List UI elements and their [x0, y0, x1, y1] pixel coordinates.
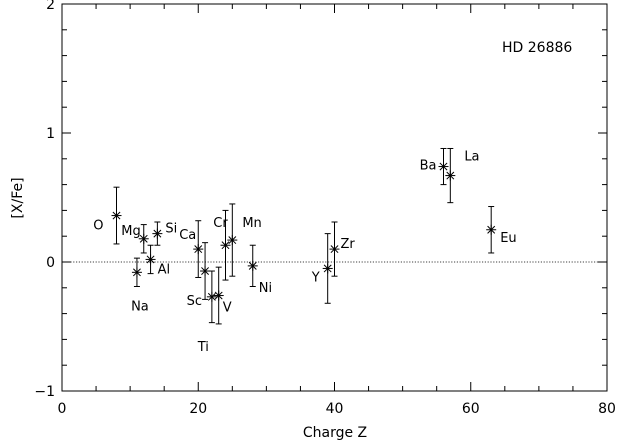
data-point-ca: Ca — [179, 220, 204, 278]
point-label: Zr — [341, 237, 356, 252]
marker-stroke — [214, 291, 223, 300]
data-point-sc: Sc — [187, 242, 211, 309]
point-label: Al — [158, 262, 171, 277]
data-point-zr: Zr — [329, 221, 356, 277]
data-point-y: Y — [311, 233, 333, 304]
point-label: Si — [165, 222, 177, 237]
point-label: Ca — [179, 228, 196, 243]
marker-stroke — [487, 225, 496, 234]
marker-stroke — [132, 268, 141, 277]
y-tick-label: 0 — [46, 255, 55, 271]
marker-stroke — [221, 241, 230, 250]
data-point-ti: Ti — [197, 270, 217, 355]
y-tick-label: 1 — [46, 126, 55, 142]
x-tick-label: 20 — [189, 401, 207, 417]
marker-stroke — [146, 255, 155, 264]
marker-stroke — [446, 171, 455, 180]
data-point-al: Al — [145, 244, 171, 277]
marker-stroke — [228, 236, 237, 245]
point-label: Ti — [197, 340, 209, 355]
point-label: Mn — [242, 216, 261, 231]
x-axis-label: Charge Z — [303, 425, 367, 441]
point-label: Eu — [500, 231, 516, 246]
plot-frame — [61, 3, 608, 392]
marker-stroke — [248, 261, 257, 270]
data-points: O Na Mg Al Si Ca Sc Ti V Cr Mn Ni Y Zr Ba La Eu — [93, 147, 517, 355]
x-tick-label: 40 — [326, 401, 344, 417]
point-label: O — [93, 219, 103, 234]
marker-stroke — [439, 162, 448, 171]
point-label: V — [223, 301, 232, 316]
y-tick-label: −1 — [34, 384, 55, 400]
marker-stroke — [139, 234, 148, 243]
point-label: Y — [311, 270, 320, 285]
marker-stroke — [330, 245, 339, 254]
data-point-la: La — [445, 147, 480, 204]
data-point-v: V — [213, 266, 232, 325]
data-point-mn: Mn — [227, 203, 262, 277]
point-label: Sc — [187, 294, 202, 309]
marker-stroke — [207, 292, 216, 301]
data-point-eu: Eu — [486, 206, 517, 254]
marker-stroke — [153, 229, 162, 238]
x-tick-label: 0 — [58, 401, 67, 417]
data-point-ba: Ba — [420, 147, 449, 186]
marker-stroke — [323, 264, 332, 273]
data-point-mg: Mg — [121, 224, 149, 254]
y-tick-label: 2 — [46, 0, 55, 13]
point-label: Ba — [420, 159, 437, 174]
marker-stroke — [112, 211, 121, 220]
data-point-ni: Ni — [247, 244, 272, 296]
data-point-o: O — [93, 186, 122, 245]
chart-title: HD 26886 — [502, 40, 572, 56]
point-label: Mg — [121, 224, 140, 239]
point-label: Cr — [213, 216, 228, 231]
axis-ticks — [61, 3, 608, 392]
x-tick-label: 80 — [598, 401, 616, 417]
y-axis-label: [X/Fe] — [10, 177, 26, 218]
x-tick-label: 60 — [462, 401, 480, 417]
data-point-cr: Cr — [213, 209, 231, 281]
marker-stroke — [194, 245, 203, 254]
point-label: Na — [131, 299, 149, 314]
marker-stroke — [201, 267, 210, 275]
data-point-si: Si — [152, 221, 177, 246]
point-label: La — [464, 150, 479, 165]
point-label: Ni — [259, 281, 272, 296]
data-point-na: Na — [131, 257, 149, 314]
